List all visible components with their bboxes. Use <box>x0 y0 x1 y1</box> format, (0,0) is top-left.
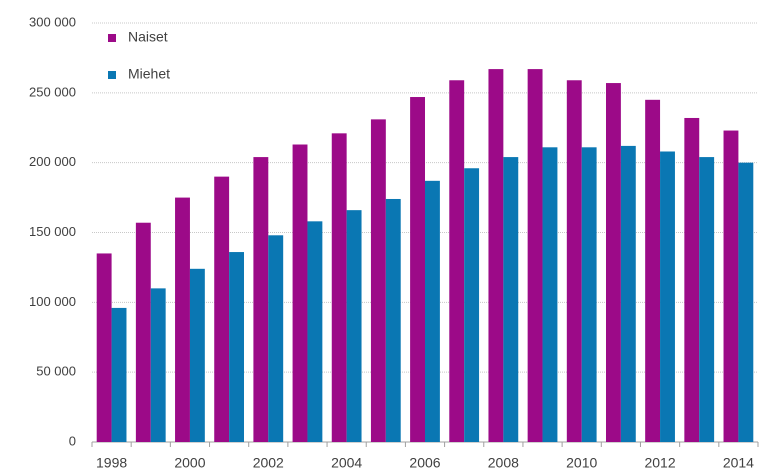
y-tick-label: 200 000 <box>29 154 76 169</box>
x-tick-label: 2014 <box>723 455 754 471</box>
x-tick-label: 2012 <box>644 455 675 471</box>
bar <box>111 307 127 442</box>
bar <box>268 235 284 442</box>
bar <box>581 147 597 442</box>
bar <box>723 130 739 442</box>
y-tick-label: 100 000 <box>29 294 76 309</box>
legend-swatch <box>108 34 116 42</box>
bar <box>189 268 205 442</box>
bar <box>738 162 754 442</box>
y-tick-label: 250 000 <box>29 84 76 99</box>
y-tick-label: 50 000 <box>36 364 76 379</box>
y-tick-label: 0 <box>69 433 76 448</box>
bar <box>699 157 715 442</box>
x-tick-label: 2008 <box>488 455 519 471</box>
bar <box>307 221 323 442</box>
x-tick-label: 2002 <box>253 455 284 471</box>
y-tick-label: 300 000 <box>29 14 76 29</box>
bar <box>425 180 440 442</box>
bar <box>684 117 700 443</box>
bar <box>331 133 347 442</box>
bar <box>542 147 558 442</box>
bar <box>135 222 151 442</box>
legend-label: Miehet <box>128 66 170 82</box>
legend-swatch <box>108 71 116 79</box>
bar <box>503 157 519 442</box>
bar <box>253 157 269 442</box>
bar <box>346 210 362 442</box>
bar <box>385 198 401 442</box>
bar <box>410 97 425 443</box>
bar <box>96 253 112 442</box>
bar <box>645 99 661 443</box>
bar <box>660 151 675 442</box>
legend-label: Naiset <box>128 29 168 45</box>
x-tick-label: 2006 <box>409 455 440 471</box>
y-tick-label: 150 000 <box>29 224 76 239</box>
bar <box>229 252 245 442</box>
bar <box>527 69 543 442</box>
x-tick-label: 2000 <box>174 455 205 471</box>
bar <box>464 168 480 442</box>
x-tick-label: 2004 <box>331 455 362 471</box>
x-tick-label: 1998 <box>96 455 127 471</box>
bar <box>370 119 386 443</box>
bar <box>175 197 190 442</box>
bar <box>214 176 230 442</box>
bar <box>566 80 582 442</box>
bar <box>620 145 636 442</box>
bar <box>605 83 621 442</box>
bar <box>292 144 308 442</box>
x-tick-label: 2010 <box>566 455 597 471</box>
bar <box>449 80 465 442</box>
bar <box>488 69 504 442</box>
bar <box>150 288 166 442</box>
